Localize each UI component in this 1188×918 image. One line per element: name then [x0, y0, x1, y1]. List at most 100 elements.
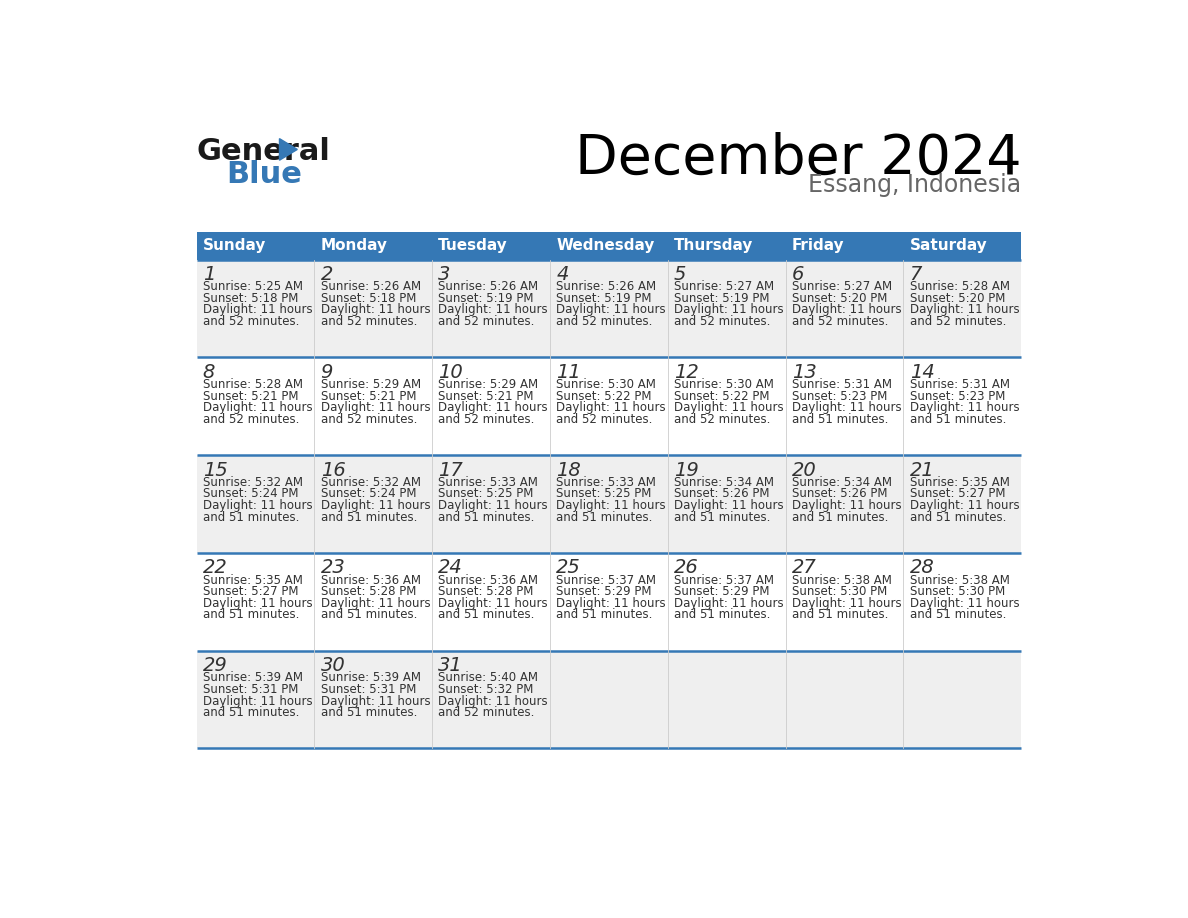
Text: Sunrise: 5:35 AM: Sunrise: 5:35 AM: [203, 574, 303, 587]
Text: 2: 2: [321, 265, 333, 284]
Text: Daylight: 11 hours: Daylight: 11 hours: [556, 499, 665, 512]
Text: and 51 minutes.: and 51 minutes.: [321, 510, 417, 523]
Text: 3: 3: [438, 265, 450, 284]
Text: Daylight: 11 hours: Daylight: 11 hours: [203, 695, 312, 708]
Bar: [196, 260, 1022, 357]
Bar: [196, 651, 1022, 748]
Text: and 52 minutes.: and 52 minutes.: [438, 413, 535, 426]
Text: and 52 minutes.: and 52 minutes.: [438, 315, 535, 328]
Text: 5: 5: [674, 265, 687, 284]
Text: Sunrise: 5:37 AM: Sunrise: 5:37 AM: [556, 574, 656, 587]
Text: Daylight: 11 hours: Daylight: 11 hours: [321, 597, 430, 610]
Text: Sunset: 5:24 PM: Sunset: 5:24 PM: [203, 487, 298, 500]
Text: Daylight: 11 hours: Daylight: 11 hours: [556, 597, 665, 610]
Text: Sunset: 5:29 PM: Sunset: 5:29 PM: [674, 586, 770, 599]
Text: Sunrise: 5:33 AM: Sunrise: 5:33 AM: [556, 476, 656, 489]
Text: Daylight: 11 hours: Daylight: 11 hours: [556, 304, 665, 317]
Text: 13: 13: [791, 363, 816, 382]
Text: and 52 minutes.: and 52 minutes.: [321, 413, 417, 426]
Text: Sunrise: 5:33 AM: Sunrise: 5:33 AM: [438, 476, 538, 489]
Text: Sunrise: 5:38 AM: Sunrise: 5:38 AM: [910, 574, 1010, 587]
Text: Daylight: 11 hours: Daylight: 11 hours: [438, 597, 548, 610]
Text: 17: 17: [438, 461, 463, 479]
Text: Daylight: 11 hours: Daylight: 11 hours: [910, 401, 1019, 414]
Text: 22: 22: [203, 558, 227, 577]
Text: Sunrise: 5:31 AM: Sunrise: 5:31 AM: [910, 378, 1010, 391]
Text: Sunrise: 5:26 AM: Sunrise: 5:26 AM: [556, 280, 656, 294]
Text: Daylight: 11 hours: Daylight: 11 hours: [674, 499, 784, 512]
Text: Sunrise: 5:29 AM: Sunrise: 5:29 AM: [438, 378, 538, 391]
Text: Sunset: 5:20 PM: Sunset: 5:20 PM: [791, 292, 887, 305]
Text: Daylight: 11 hours: Daylight: 11 hours: [203, 304, 312, 317]
Text: Daylight: 11 hours: Daylight: 11 hours: [674, 401, 784, 414]
Text: Daylight: 11 hours: Daylight: 11 hours: [321, 695, 430, 708]
Text: 25: 25: [556, 558, 581, 577]
Text: and 51 minutes.: and 51 minutes.: [321, 609, 417, 621]
Text: Sunset: 5:30 PM: Sunset: 5:30 PM: [791, 586, 887, 599]
Text: Sunset: 5:31 PM: Sunset: 5:31 PM: [321, 683, 416, 696]
Text: Sunrise: 5:40 AM: Sunrise: 5:40 AM: [438, 671, 538, 685]
Text: Monday: Monday: [321, 238, 387, 253]
Text: Sunset: 5:26 PM: Sunset: 5:26 PM: [791, 487, 887, 500]
Text: and 51 minutes.: and 51 minutes.: [438, 510, 535, 523]
Text: Sunset: 5:23 PM: Sunset: 5:23 PM: [910, 389, 1005, 403]
Text: Essang, Indonesia: Essang, Indonesia: [808, 174, 1022, 197]
Text: 19: 19: [674, 461, 699, 479]
Text: 21: 21: [910, 461, 934, 479]
Text: Sunset: 5:20 PM: Sunset: 5:20 PM: [910, 292, 1005, 305]
Bar: [196, 455, 1022, 553]
Text: Sunrise: 5:30 AM: Sunrise: 5:30 AM: [556, 378, 656, 391]
Text: Sunrise: 5:32 AM: Sunrise: 5:32 AM: [203, 476, 303, 489]
Text: Sunrise: 5:32 AM: Sunrise: 5:32 AM: [321, 476, 421, 489]
Text: Sunset: 5:18 PM: Sunset: 5:18 PM: [321, 292, 416, 305]
Text: Sunrise: 5:35 AM: Sunrise: 5:35 AM: [910, 476, 1010, 489]
Text: Sunrise: 5:30 AM: Sunrise: 5:30 AM: [674, 378, 773, 391]
Text: and 51 minutes.: and 51 minutes.: [910, 510, 1006, 523]
Text: and 51 minutes.: and 51 minutes.: [556, 609, 652, 621]
Text: 27: 27: [791, 558, 816, 577]
Text: 23: 23: [321, 558, 346, 577]
Text: and 51 minutes.: and 51 minutes.: [556, 510, 652, 523]
Text: 4: 4: [556, 265, 569, 284]
Text: Sunset: 5:22 PM: Sunset: 5:22 PM: [674, 389, 770, 403]
Text: Daylight: 11 hours: Daylight: 11 hours: [203, 597, 312, 610]
Text: 20: 20: [791, 461, 816, 479]
Text: 12: 12: [674, 363, 699, 382]
Text: and 51 minutes.: and 51 minutes.: [910, 609, 1006, 621]
Text: and 51 minutes.: and 51 minutes.: [791, 510, 889, 523]
Text: Daylight: 11 hours: Daylight: 11 hours: [203, 401, 312, 414]
Polygon shape: [279, 139, 297, 161]
Text: Daylight: 11 hours: Daylight: 11 hours: [910, 597, 1019, 610]
Text: Sunset: 5:29 PM: Sunset: 5:29 PM: [556, 586, 652, 599]
Text: Daylight: 11 hours: Daylight: 11 hours: [321, 499, 430, 512]
Text: Sunset: 5:25 PM: Sunset: 5:25 PM: [556, 487, 651, 500]
Text: Sunrise: 5:26 AM: Sunrise: 5:26 AM: [321, 280, 421, 294]
Text: Daylight: 11 hours: Daylight: 11 hours: [791, 499, 902, 512]
Text: Sunset: 5:31 PM: Sunset: 5:31 PM: [203, 683, 298, 696]
Text: Daylight: 11 hours: Daylight: 11 hours: [791, 304, 902, 317]
Text: Sunrise: 5:36 AM: Sunrise: 5:36 AM: [321, 574, 421, 587]
Text: Sunset: 5:26 PM: Sunset: 5:26 PM: [674, 487, 770, 500]
Text: Sunrise: 5:39 AM: Sunrise: 5:39 AM: [321, 671, 421, 685]
Text: and 51 minutes.: and 51 minutes.: [910, 413, 1006, 426]
Bar: [196, 232, 1022, 260]
Text: Daylight: 11 hours: Daylight: 11 hours: [203, 499, 312, 512]
Text: Sunrise: 5:34 AM: Sunrise: 5:34 AM: [791, 476, 892, 489]
Text: Sunrise: 5:25 AM: Sunrise: 5:25 AM: [203, 280, 303, 294]
Text: Sunset: 5:21 PM: Sunset: 5:21 PM: [438, 389, 533, 403]
Text: Sunset: 5:27 PM: Sunset: 5:27 PM: [203, 586, 298, 599]
Text: Wednesday: Wednesday: [556, 238, 655, 253]
Text: Daylight: 11 hours: Daylight: 11 hours: [438, 499, 548, 512]
Text: Daylight: 11 hours: Daylight: 11 hours: [438, 401, 548, 414]
Text: Sunset: 5:30 PM: Sunset: 5:30 PM: [910, 586, 1005, 599]
Text: Saturday: Saturday: [910, 238, 987, 253]
Text: Daylight: 11 hours: Daylight: 11 hours: [321, 401, 430, 414]
Text: 30: 30: [321, 656, 346, 675]
Text: Sunset: 5:23 PM: Sunset: 5:23 PM: [791, 389, 887, 403]
Text: 7: 7: [910, 265, 922, 284]
Text: 8: 8: [203, 363, 215, 382]
Text: Sunrise: 5:27 AM: Sunrise: 5:27 AM: [791, 280, 892, 294]
Text: and 51 minutes.: and 51 minutes.: [321, 706, 417, 719]
Text: Daylight: 11 hours: Daylight: 11 hours: [791, 597, 902, 610]
Text: Daylight: 11 hours: Daylight: 11 hours: [910, 499, 1019, 512]
